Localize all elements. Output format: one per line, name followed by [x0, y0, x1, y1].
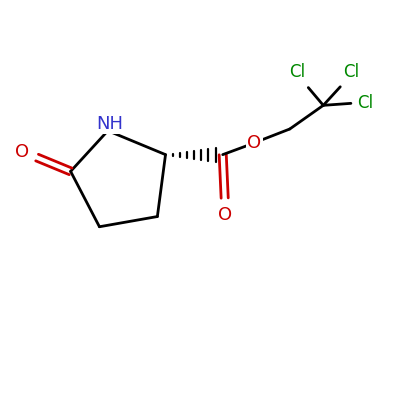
Text: O: O	[247, 134, 261, 152]
Text: O: O	[218, 206, 232, 224]
Text: O: O	[15, 143, 29, 161]
Text: Cl: Cl	[343, 63, 359, 81]
Text: NH: NH	[96, 115, 123, 133]
Text: Cl: Cl	[358, 94, 374, 112]
Text: Cl: Cl	[290, 63, 306, 81]
